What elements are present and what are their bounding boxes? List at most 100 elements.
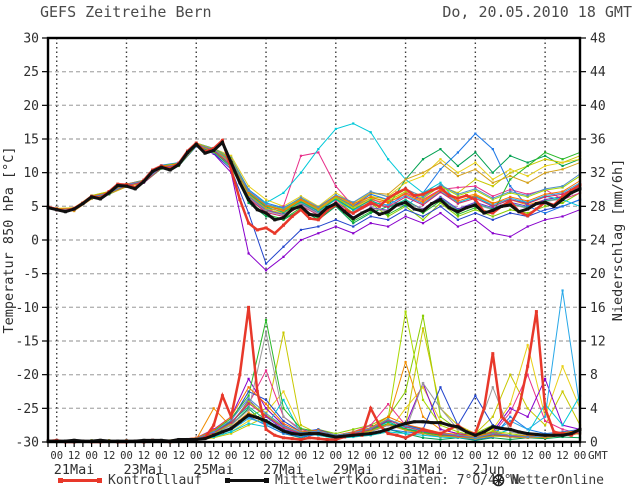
data-point-marker [526, 161, 529, 164]
data-point-marker [491, 425, 495, 429]
data-point-marker [456, 215, 460, 218]
data-point-marker [299, 208, 303, 212]
data-point-marker [561, 190, 564, 193]
data-point-marker [569, 188, 573, 192]
data-point-marker [561, 161, 564, 164]
data-point-marker [456, 186, 460, 189]
data-point-marker [186, 437, 190, 441]
data-point-marker [352, 428, 355, 431]
legend-label-kontrolllauf: Kontrolllauf [108, 472, 202, 488]
data-point-marker [439, 168, 442, 171]
data-point-marker [230, 421, 233, 424]
data-point-marker [334, 225, 337, 228]
data-point-marker [386, 427, 390, 431]
data-point-marker [456, 151, 460, 154]
data-point-marker [177, 437, 181, 441]
data-point-marker [439, 158, 442, 161]
hour-tick-label: 00 [504, 450, 517, 462]
data-point-marker [474, 194, 477, 197]
hour-tick-label: 00 [260, 450, 273, 462]
data-point-marker [395, 433, 399, 437]
hour-tick-label: 00 [434, 450, 447, 462]
data-point-marker [482, 211, 486, 215]
legend-item-mittelwert: Mittelwert [225, 471, 353, 489]
data-point-marker [526, 435, 529, 439]
data-point-marker [142, 438, 146, 442]
data-point-marker [194, 142, 198, 146]
data-point-marker [491, 208, 495, 212]
data-point-marker [369, 191, 372, 194]
data-point-marker [544, 415, 547, 418]
data-point-marker [264, 398, 268, 402]
date-tick-label: 31Mai [403, 462, 444, 478]
data-point-marker [107, 191, 111, 195]
data-point-marker [317, 151, 320, 154]
data-point-marker [500, 204, 504, 208]
brand: WetterOnline [492, 471, 604, 489]
data-point-marker [247, 386, 250, 389]
temperature-tick-label: 10 [23, 166, 39, 181]
data-point-marker [439, 415, 442, 418]
data-point-marker [334, 200, 337, 203]
data-point-marker [500, 415, 504, 419]
hour-tick-label: 12 [417, 450, 430, 462]
data-point-marker [212, 423, 216, 427]
data-point-marker [526, 164, 529, 168]
data-point-marker [334, 218, 337, 221]
data-point-marker [369, 210, 372, 213]
hour-tick-label: 12 [347, 450, 360, 462]
data-point-marker [352, 225, 355, 228]
data-point-marker [474, 201, 477, 204]
hour-tick-label: 12 [138, 450, 151, 462]
data-point-marker [421, 314, 425, 317]
data-point-marker [186, 150, 190, 154]
data-point-marker [439, 201, 442, 205]
data-point-marker [456, 196, 460, 200]
data-point-marker [299, 424, 303, 427]
data-point-marker [474, 151, 477, 154]
data-point-marker [255, 208, 259, 212]
data-point-marker [491, 428, 494, 431]
data-point-marker [282, 426, 285, 429]
data-point-marker [474, 436, 477, 439]
data-point-marker [508, 199, 512, 203]
data-point-marker [561, 428, 564, 431]
data-point-marker [473, 432, 477, 436]
temperature-tick-label: -30 [16, 436, 39, 451]
data-point-marker [317, 429, 320, 433]
data-point-marker [552, 430, 556, 434]
data-point-marker [212, 148, 216, 152]
data-point-marker [387, 205, 390, 209]
data-point-marker [212, 435, 215, 439]
legend-row: Kontrolllauf Mittelwert Koordinaten: 7°O… [0, 471, 634, 490]
data-point-marker [456, 194, 460, 197]
data-point-marker [334, 196, 337, 199]
data-point-marker [377, 423, 381, 427]
data-point-marker [482, 430, 486, 434]
data-point-marker [273, 433, 277, 437]
data-point-marker [255, 228, 259, 232]
data-point-marker [159, 438, 163, 442]
data-point-marker [282, 415, 285, 418]
data-point-marker [491, 415, 494, 418]
data-point-marker [317, 148, 320, 151]
data-point-marker [491, 178, 494, 181]
data-point-marker [465, 194, 469, 198]
data-point-marker [526, 211, 529, 215]
data-point-marker [561, 215, 564, 218]
data-point-marker [369, 215, 372, 218]
data-point-marker [387, 158, 390, 161]
data-point-marker [509, 403, 512, 406]
data-point-marker [509, 171, 512, 174]
data-point-marker [282, 191, 285, 194]
data-point-marker [439, 435, 442, 438]
data-point-marker [230, 154, 233, 157]
data-point-marker [456, 210, 460, 214]
data-point-marker [282, 211, 285, 214]
data-point-marker [491, 211, 495, 215]
data-point-marker [509, 168, 512, 171]
data-point-marker [299, 427, 303, 430]
data-point-marker [509, 191, 512, 194]
data-point-marker [247, 417, 250, 420]
data-point-marker [438, 421, 442, 425]
